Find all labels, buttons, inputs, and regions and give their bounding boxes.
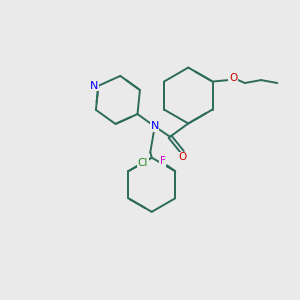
- Text: O: O: [229, 73, 237, 83]
- Text: N: N: [90, 81, 98, 91]
- Text: Cl: Cl: [138, 158, 148, 168]
- Text: O: O: [179, 152, 187, 162]
- Text: F: F: [160, 157, 166, 166]
- Text: N: N: [151, 122, 159, 131]
